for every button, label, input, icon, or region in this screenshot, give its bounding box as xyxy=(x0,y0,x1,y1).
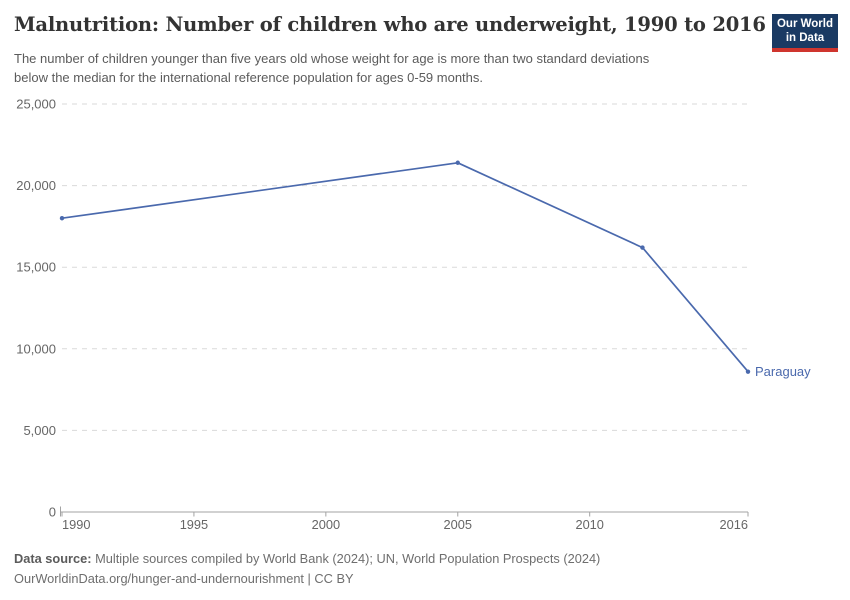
series-line[interactable] xyxy=(61,161,749,373)
y-axis-tick-label: 0 xyxy=(49,505,56,520)
series-end-label[interactable]: Paraguay xyxy=(755,364,811,379)
x-axis-tick-label: 1995 xyxy=(180,517,208,532)
page-title: Malnutrition: Number of children who are… xyxy=(14,13,766,36)
y-axis-tick-label: 10,000 xyxy=(16,341,56,356)
y-axis-tick-label: 5,000 xyxy=(23,423,56,438)
x-axis-tick-label: 1990 xyxy=(62,517,90,532)
logo-text-line-2: in Data xyxy=(785,31,825,44)
data-point-marker[interactable] xyxy=(640,245,645,250)
data-point-marker[interactable] xyxy=(59,216,65,221)
y-axis-tick-label: 15,000 xyxy=(16,260,56,275)
attribution-link[interactable]: OurWorldinData.org/hunger-and-undernouri… xyxy=(14,571,354,586)
x-axis-tick-label: 2016 xyxy=(720,517,748,532)
logo-text-line-1: Our World xyxy=(776,18,833,30)
subtitle-line-1: The number of children younger than five… xyxy=(14,51,650,66)
chart-footer: Data source: Multiple sources compiled b… xyxy=(14,549,834,589)
y-axis-tick-label: 25,000 xyxy=(16,97,56,112)
subtitle-line-2: below the median for the international r… xyxy=(14,69,484,85)
owid-logo[interactable]: Our World in Data xyxy=(772,14,838,52)
chart-subtitle: The number of children younger than five… xyxy=(14,50,774,87)
x-axis-tick-label: 2010 xyxy=(575,517,603,532)
y-axis-tick-label: 20,000 xyxy=(16,178,56,193)
x-axis-tick-label: 2005 xyxy=(444,517,472,532)
data-source-label: Data source: xyxy=(14,551,92,566)
data-source-text: Multiple sources compiled by World Bank … xyxy=(91,551,601,566)
x-axis-tick-label: 2000 xyxy=(312,517,340,532)
data-point-marker[interactable] xyxy=(745,369,751,374)
data-point-marker[interactable] xyxy=(455,160,460,165)
